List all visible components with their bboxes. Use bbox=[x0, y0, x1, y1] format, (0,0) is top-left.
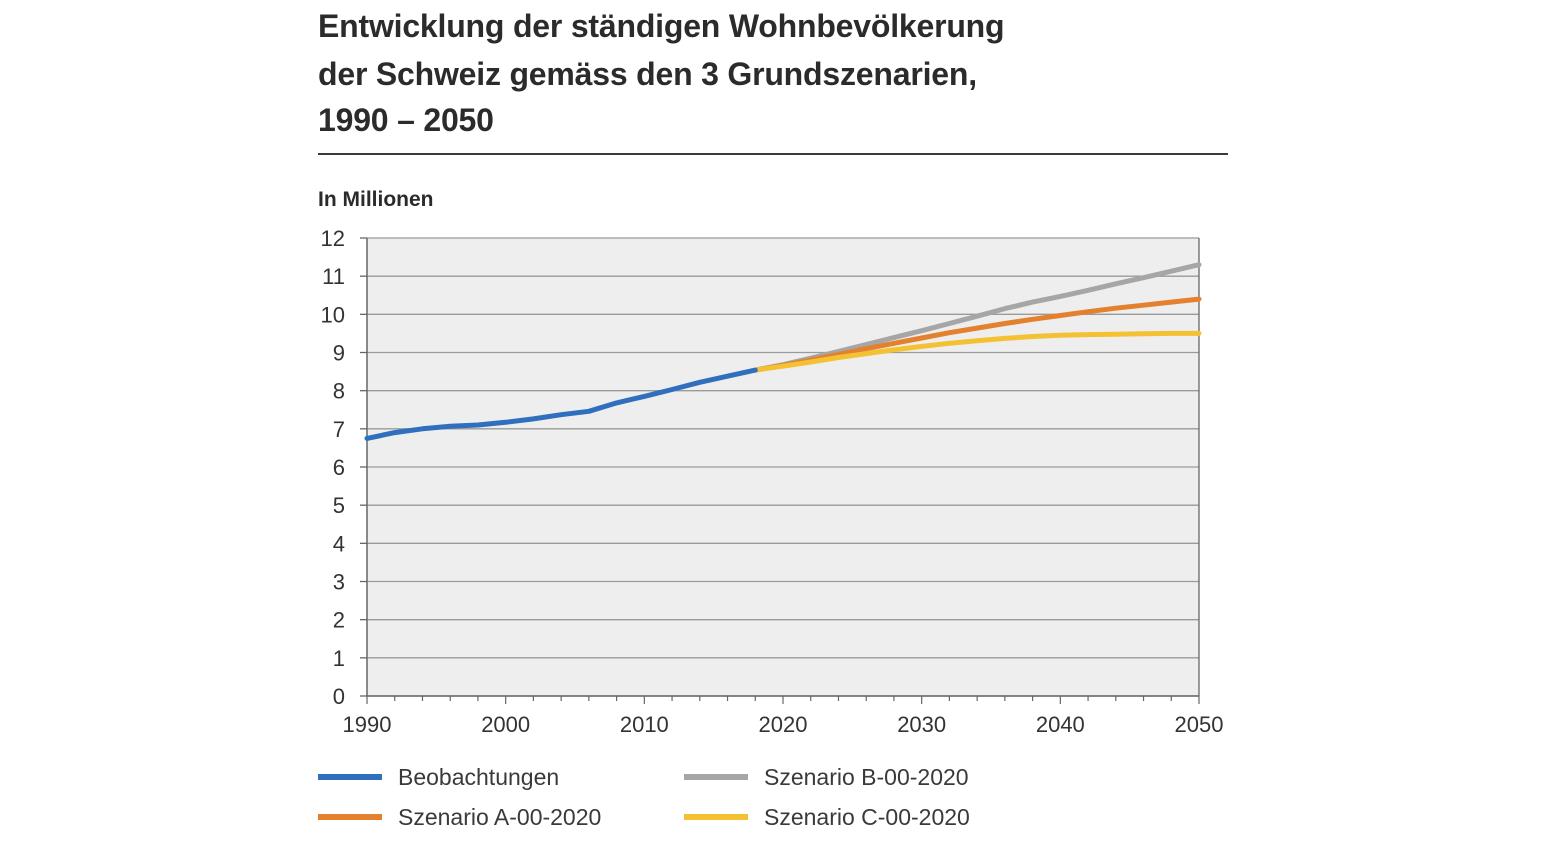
y-tick-label-6: 6 bbox=[333, 455, 345, 480]
series-line-szenario-c-00-2020 bbox=[752, 330, 1202, 373]
y-tick-label-5: 5 bbox=[333, 493, 345, 518]
legend-label-scenario-b: Szenario B-00-2020 bbox=[764, 763, 969, 790]
y-tick-label-1: 1 bbox=[333, 646, 345, 671]
chart-title-line-1: Entwicklung der ständigen Wohnbevölkerun… bbox=[318, 8, 1005, 44]
legend-swatch-scenario-b bbox=[684, 774, 748, 780]
x-tick-label-2050: 2050 bbox=[1175, 712, 1224, 737]
series-line-beobachtungen bbox=[364, 367, 758, 441]
legend-swatch-scenario-a bbox=[318, 814, 382, 820]
legend-swatch-scenario-c bbox=[684, 814, 748, 820]
legend-item-observed: Beobachtungen bbox=[318, 763, 559, 791]
series-line-szenario-b-00-2020 bbox=[752, 262, 1202, 373]
y-tick-label-8: 8 bbox=[333, 379, 345, 404]
y-tick-label-2: 2 bbox=[333, 608, 345, 633]
chart-title-line-2: der Schweiz gemäss den 3 Grundszenarien, bbox=[318, 56, 977, 92]
x-tick-label-2010: 2010 bbox=[620, 712, 669, 737]
title-divider bbox=[318, 153, 1228, 155]
y-axis-unit-label: In Millionen bbox=[318, 188, 434, 211]
legend-item-scenario-a: Szenario A-00-2020 bbox=[318, 803, 601, 831]
legend-item-scenario-c: Szenario C-00-2020 bbox=[684, 803, 970, 831]
y-tick-label-4: 4 bbox=[333, 531, 345, 556]
y-tick-label-12: 12 bbox=[321, 226, 345, 251]
x-tick-label-2040: 2040 bbox=[1036, 712, 1085, 737]
y-tick-label-3: 3 bbox=[333, 570, 345, 595]
y-tick-label-11: 11 bbox=[322, 264, 345, 289]
series-line-szenario-a-00-2020 bbox=[752, 296, 1202, 373]
y-tick-label-10: 10 bbox=[321, 302, 345, 327]
x-tick-label-2020: 2020 bbox=[759, 712, 808, 737]
y-tick-label-9: 9 bbox=[333, 341, 345, 366]
x-tick-label-2000: 2000 bbox=[481, 712, 530, 737]
chart-title-line-3: 1990 – 2050 bbox=[318, 102, 494, 138]
legend-item-scenario-b: Szenario B-00-2020 bbox=[684, 763, 969, 791]
legend-swatch-observed bbox=[318, 774, 382, 780]
x-tick-label-1990: 1990 bbox=[343, 712, 392, 737]
legend-label-observed: Beobachtungen bbox=[398, 763, 560, 790]
y-tick-label-0: 0 bbox=[333, 684, 345, 709]
legend-label-scenario-c: Szenario C-00-2020 bbox=[764, 803, 970, 830]
x-tick-label-2030: 2030 bbox=[897, 712, 946, 737]
legend-label-scenario-a: Szenario A-00-2020 bbox=[398, 803, 602, 830]
y-tick-label-7: 7 bbox=[333, 417, 345, 442]
